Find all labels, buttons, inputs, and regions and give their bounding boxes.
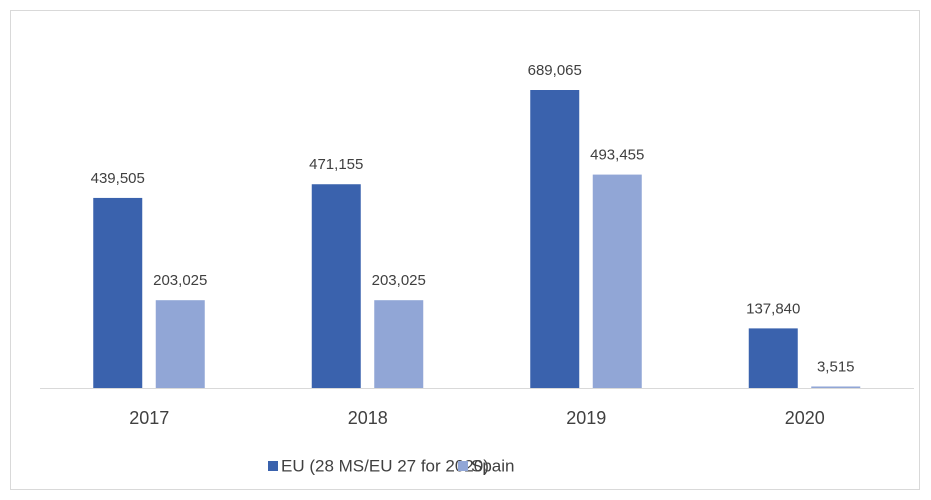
legend-swatch bbox=[268, 461, 278, 471]
chart-border bbox=[10, 10, 920, 490]
data-label: 439,505 bbox=[91, 170, 145, 187]
data-label: 137,840 bbox=[746, 300, 800, 317]
data-label: 493,455 bbox=[590, 147, 644, 164]
bar bbox=[93, 197, 143, 388]
legend-label: Spain bbox=[471, 456, 514, 475]
x-tick-label: 2019 bbox=[566, 408, 606, 428]
data-label: 3,515 bbox=[817, 358, 855, 375]
data-label: 203,025 bbox=[153, 272, 207, 289]
bar bbox=[311, 184, 361, 388]
x-tick-label: 2020 bbox=[785, 408, 825, 428]
bar bbox=[155, 300, 205, 388]
data-label: 203,025 bbox=[372, 272, 426, 289]
legend-swatch bbox=[458, 461, 468, 471]
bar bbox=[374, 300, 424, 388]
bar bbox=[748, 328, 798, 388]
bar bbox=[592, 174, 642, 388]
x-tick-label: 2017 bbox=[129, 408, 169, 428]
bar bbox=[530, 90, 580, 388]
bar bbox=[811, 386, 861, 388]
data-label: 689,065 bbox=[528, 62, 582, 79]
legend-label: EU (28 MS/EU 27 for 2020) bbox=[281, 456, 489, 475]
x-tick-label: 2018 bbox=[348, 408, 388, 428]
data-label: 471,155 bbox=[309, 156, 363, 173]
